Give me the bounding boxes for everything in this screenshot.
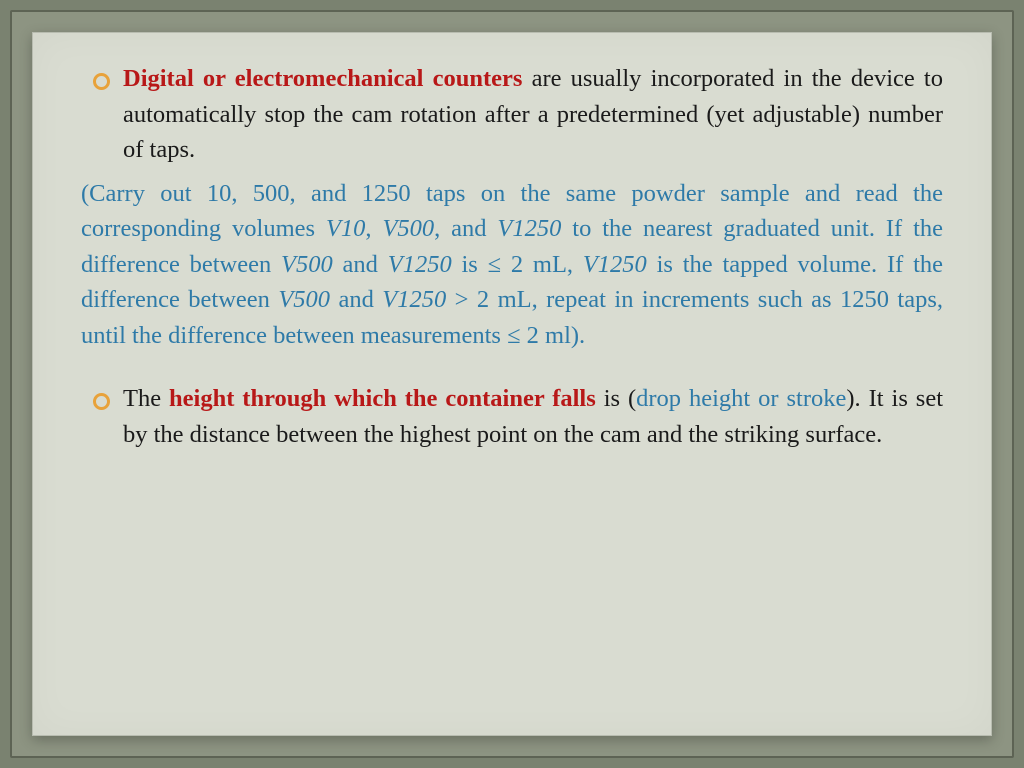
- bp-v1250a: V1250: [497, 215, 561, 242]
- bullet-item-1: Digital or electromechanical counters ar…: [81, 61, 943, 168]
- blue-paragraph: (Carry out 10, 500, and 1250 taps on the…: [81, 176, 943, 354]
- bp-p5: and: [333, 251, 388, 278]
- bp-v1250d: V1250: [382, 286, 446, 313]
- bullet1-lead: Digital or electromechanical counters: [123, 65, 522, 92]
- b2-blue: drop height or stroke: [636, 385, 846, 412]
- paper-slide: Digital or electromechanical counters ar…: [32, 32, 992, 736]
- bp-p3: , and: [434, 215, 497, 242]
- bp-v500c: V500: [278, 286, 330, 313]
- b2-bold: height through which the container falls: [169, 385, 596, 412]
- bp-v500b: V500: [281, 251, 333, 278]
- bp-v10: V10: [326, 215, 365, 242]
- bp-v1250b: V1250: [388, 251, 452, 278]
- b2-mid1: is (: [596, 385, 636, 412]
- outer-frame: Digital or electromechanical counters ar…: [10, 10, 1014, 758]
- b2-pre: The: [123, 385, 169, 412]
- bp-v1250c: V1250: [583, 251, 647, 278]
- bp-v500a: V500: [382, 215, 434, 242]
- bullet-item-2: The height through which the container f…: [81, 381, 943, 452]
- bp-p6: is ≤ 2 mL,: [452, 251, 583, 278]
- bp-p2: ,: [365, 215, 382, 242]
- bp-p8: and: [330, 286, 382, 313]
